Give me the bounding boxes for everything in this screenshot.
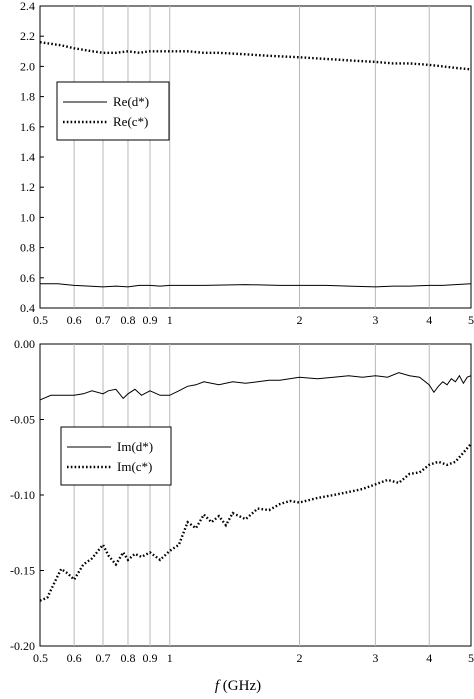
x-tick-label: 0.9 (143, 313, 158, 327)
x-tick-label: 0.8 (120, 313, 135, 327)
x-tick-label: 0.7 (95, 313, 110, 327)
im-plot: -0.20 -0.15 -0.10 -0.05 0.00 0.5 0.6 0.7 0.8 0.9… (10, 337, 474, 665)
legend-box (56, 81, 170, 141)
x-tick-label: 0.6 (67, 651, 82, 665)
x-tick-label: 5 (468, 313, 474, 327)
y-tick-label: 2.0 (20, 59, 35, 73)
im-plot-frame (39, 343, 472, 647)
legend-label: Im(c*) (117, 459, 152, 474)
y-tick-label: 1.8 (20, 90, 35, 104)
x-tick-label: 2 (296, 651, 302, 665)
y-tick-label: -0.20 (10, 639, 35, 653)
legend-label: Re(d*) (113, 94, 149, 109)
y-tick-label: 1.0 (20, 210, 35, 224)
x-tick-label: 5 (468, 651, 474, 665)
re-plot: 0.4 0.6 0.8 1.0 1.2 1.4 1.6 1.8 2.0 2.2 2.4 0.5 0.6… (20, 0, 474, 327)
x-tick-label: 4 (426, 651, 432, 665)
re-plot-grid (73, 6, 430, 308)
y-tick-label: 0.4 (20, 301, 35, 315)
im-plot-series (39, 372, 472, 602)
x-tick-label: 0.6 (67, 313, 82, 327)
legend-label: Im(d*) (117, 439, 153, 454)
y-tick-label: 2.2 (20, 29, 35, 43)
series-line-Im(c*) (39, 442, 472, 602)
y-tick-label: -0.10 (10, 488, 35, 502)
im-plot-y-ticks: -0.20 -0.15 -0.10 -0.05 0.00 (10, 337, 44, 653)
re-plot-frame (39, 5, 472, 309)
x-tick-label: 0.5 (33, 651, 48, 665)
y-tick-label: 1.4 (20, 150, 35, 164)
legend-label: Re(c*) (113, 114, 148, 129)
series-line-Im(d*) (39, 372, 472, 401)
y-tick-label: 1.6 (20, 120, 35, 134)
legend-box (60, 426, 172, 486)
y-tick-label: 1.2 (20, 180, 35, 194)
y-tick-label: 0.6 (20, 271, 35, 285)
x-tick-label: 3 (372, 313, 378, 327)
x-tick-label: 1 (167, 313, 173, 327)
series-line-Re(c*) (39, 41, 472, 71)
re-plot-x-ticks: 0.5 0.6 0.7 0.8 0.9 1 2 3 4 5 (33, 313, 474, 327)
y-tick-label: -0.15 (10, 564, 35, 578)
y-tick-label: 2.4 (20, 0, 35, 13)
x-axis-label: f (GHz) (215, 678, 261, 694)
re-plot-y-ticks: 0.4 0.6 0.8 1.0 1.2 1.4 1.6 1.8 2.0 2.2 2.4 (20, 0, 44, 315)
y-tick-label: -0.05 (10, 413, 35, 427)
re-plot-series (39, 41, 472, 288)
y-tick-label: 0.00 (14, 337, 35, 351)
im-plot-x-ticks: 0.5 0.6 0.7 0.8 0.9 1 2 3 4 5 (33, 651, 474, 665)
re-plot-legend: Re(d*) Re(c*) (56, 81, 170, 141)
x-tick-label: 1 (167, 651, 173, 665)
series-line-Re(d*) (40, 283, 472, 288)
x-axis-label-unit: (GHz) (219, 678, 261, 694)
x-axis-label-symbol: f (215, 678, 221, 694)
im-plot-legend: Im(d*) Im(c*) (60, 426, 172, 486)
x-tick-label: 2 (296, 313, 302, 327)
x-tick-label: 0.7 (95, 651, 110, 665)
x-tick-label: 0.9 (143, 651, 158, 665)
x-tick-label: 3 (372, 651, 378, 665)
x-tick-label: 0.5 (33, 313, 48, 327)
y-tick-label: 0.8 (20, 241, 35, 255)
im-plot-grid (73, 344, 430, 646)
x-tick-label: 4 (426, 313, 432, 327)
x-tick-label: 0.8 (120, 651, 135, 665)
